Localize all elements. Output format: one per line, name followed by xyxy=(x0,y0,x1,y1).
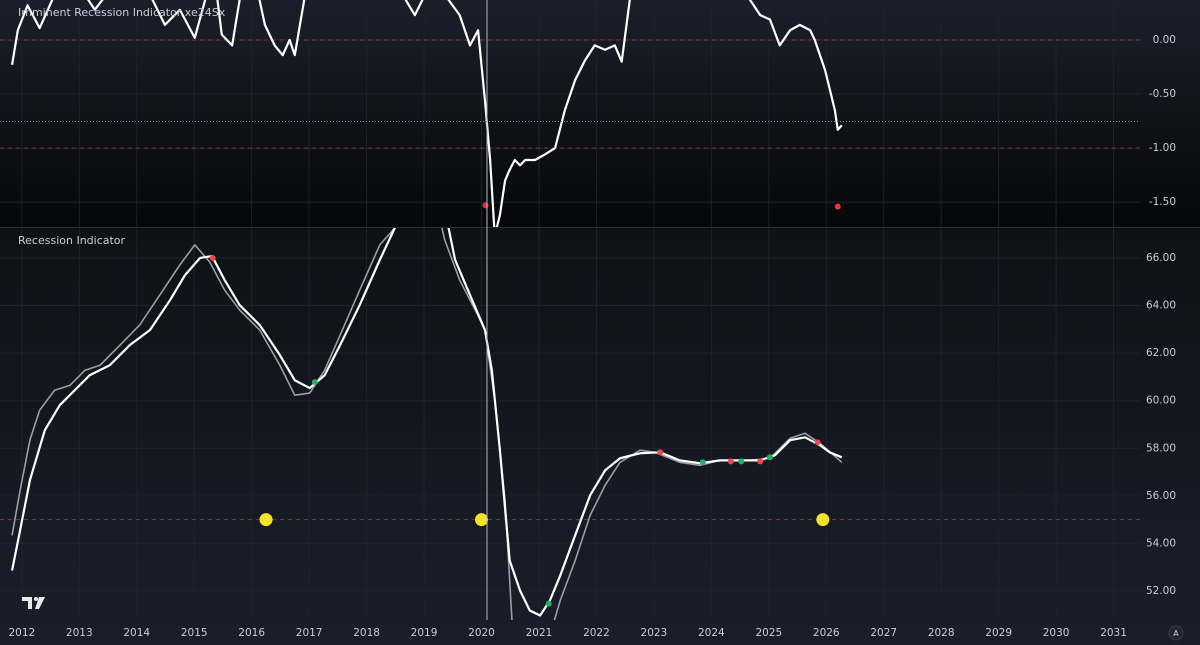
signal-dot xyxy=(475,513,489,527)
text-layer: Imminent Recession Indicator xe24Sx Rece… xyxy=(8,6,1176,639)
y-tick-label: 62.00 xyxy=(1146,347,1176,359)
x-tick-label: 2022 xyxy=(583,627,610,639)
signal-dot xyxy=(259,513,273,527)
y-tick-label: 64.00 xyxy=(1146,300,1176,312)
x-tick-label: 2024 xyxy=(698,627,725,639)
y-tick-label: -0.50 xyxy=(1149,88,1176,100)
x-tick-label: 2028 xyxy=(928,627,955,639)
series-line xyxy=(11,228,843,620)
signal-dot xyxy=(699,459,706,466)
x-tick-label: 2016 xyxy=(238,627,265,639)
x-tick-label: 2013 xyxy=(66,627,93,639)
scale-button[interactable] xyxy=(1168,625,1184,641)
y-tick-label: 58.00 xyxy=(1146,442,1176,454)
series-line xyxy=(10,0,843,227)
signal-dot xyxy=(657,449,664,456)
bottom-pane-bg xyxy=(0,228,1200,645)
y-tick-label: -1.00 xyxy=(1149,142,1176,154)
signal-dot xyxy=(834,203,841,210)
chart-title: Recession Indicator xyxy=(18,234,126,247)
top-pane-bg xyxy=(0,0,1200,227)
series-line xyxy=(10,228,843,617)
signal-dot xyxy=(757,458,764,465)
grid-layer xyxy=(0,0,1140,620)
x-tick-label: 2017 xyxy=(296,627,323,639)
tradingview-logo xyxy=(22,597,45,609)
signal-dot xyxy=(727,458,734,465)
x-tick-label: 2015 xyxy=(181,627,208,639)
x-tick-label: 2014 xyxy=(123,627,150,639)
signal-dot xyxy=(209,254,216,261)
chart-title: Imminent Recession Indicator xe24Sx xyxy=(18,6,226,19)
x-tick-label: 2025 xyxy=(755,627,782,639)
y-tick-label: 66.00 xyxy=(1146,252,1176,264)
signal-dot xyxy=(545,600,552,607)
y-tick-label: 56.00 xyxy=(1146,490,1176,502)
y-tick-label: 0.00 xyxy=(1153,34,1176,46)
x-tick-label: 2021 xyxy=(526,627,553,639)
scale-button-label[interactable]: A xyxy=(1173,629,1179,638)
y-tick-label: 60.00 xyxy=(1146,395,1176,407)
x-tick-label: 2027 xyxy=(870,627,897,639)
x-tick-label: 2030 xyxy=(1043,627,1070,639)
signal-dot xyxy=(311,379,318,386)
x-tick-label: 2018 xyxy=(353,627,380,639)
y-tick-label: 54.00 xyxy=(1146,537,1176,549)
x-tick-label: 2023 xyxy=(641,627,668,639)
signal-dot xyxy=(766,454,773,461)
signal-dot xyxy=(482,202,489,209)
x-tick-label: 2031 xyxy=(1100,627,1127,639)
signal-dot xyxy=(816,513,830,527)
x-tick-label: 2026 xyxy=(813,627,840,639)
signal-dot xyxy=(738,458,745,465)
x-tick-label: 2012 xyxy=(8,627,35,639)
y-tick-label: -1.50 xyxy=(1149,196,1176,208)
y-tick-label: 52.00 xyxy=(1146,585,1176,597)
x-tick-label: 2020 xyxy=(468,627,495,639)
data-layer xyxy=(10,0,843,620)
x-tick-label: 2029 xyxy=(985,627,1012,639)
signal-dot xyxy=(814,439,821,446)
x-tick-label: 2019 xyxy=(411,627,438,639)
